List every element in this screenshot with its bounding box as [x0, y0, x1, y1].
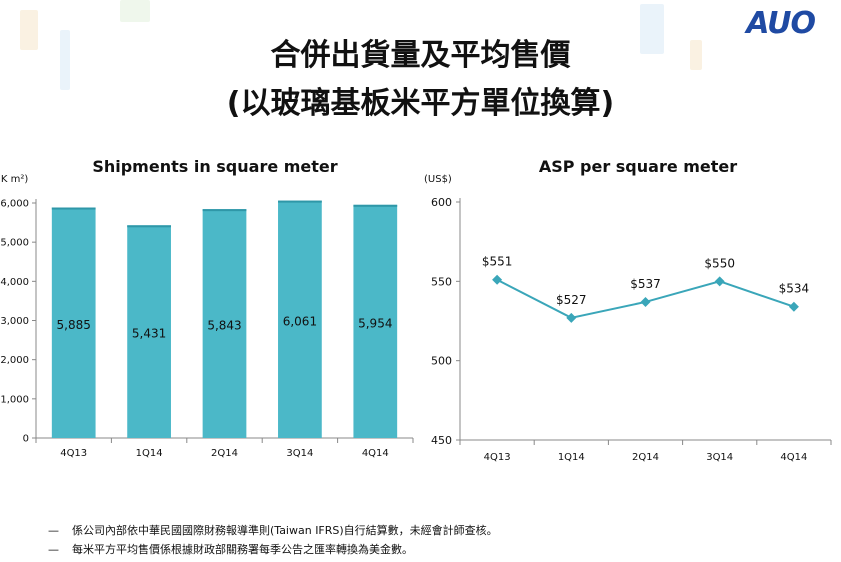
footnote-text: 係公司內部依中華民國國際財務報導準則(Taiwan IFRS)自行結算數，未經會…: [72, 524, 498, 537]
bar: [127, 225, 171, 438]
chart-title: Shipments in square meter: [92, 157, 337, 176]
asp-line-chart: ASP per square meter (US$) 450500550600 …: [424, 157, 832, 463]
bar-value-label: 5,431: [132, 327, 166, 341]
y-tick-label: 600: [431, 196, 452, 209]
y-unit-label: (US$): [424, 174, 452, 185]
x-tick-label: 3Q14: [706, 452, 733, 463]
y-tick-label: 4,000: [0, 277, 29, 288]
x-tick-label: 2Q14: [632, 452, 659, 463]
footnotes: — 係公司內部依中華民國國際財務報導準則(Taiwan IFRS)自行結算數，未經…: [48, 521, 498, 559]
y-unit-label: (K m²): [0, 174, 28, 185]
shipments-bar-chart: Shipments in square meter (K m²) 0 1,000 2…: [0, 157, 414, 459]
bar-top-edge: [278, 200, 322, 203]
company-logo: AUO: [746, 6, 816, 41]
decor-tile: [690, 40, 702, 70]
data-point: [788, 301, 799, 312]
bar-value-label: 5,954: [358, 316, 392, 330]
data-point: [714, 276, 725, 287]
data-label: $551: [482, 255, 513, 269]
y-tick-label: 550: [431, 275, 452, 288]
bar-value-label: 5,885: [57, 318, 91, 332]
y-tick-label: 0: [23, 434, 29, 445]
data-point: [566, 312, 577, 323]
x-tick-label: 3Q14: [286, 448, 313, 459]
note-marker: —: [48, 524, 59, 537]
footnote: — 每米平方平均售價係根據財政部關務署每季公告之匯率轉換為美金數。: [48, 540, 498, 559]
bar-top-edge: [127, 225, 171, 228]
bar-top-edge: [51, 207, 96, 210]
bar-top-edge: [202, 209, 247, 212]
x-tick-label: 4Q13: [60, 448, 87, 459]
page-subtitle: (以玻璃基板米平方單位換算): [226, 86, 615, 121]
decor-tile: [20, 10, 38, 50]
x-tick-label: 1Q14: [558, 452, 585, 463]
y-tick-label: 5,000: [0, 238, 29, 249]
y-tick-label: 1,000: [0, 394, 29, 405]
decor-tile: [640, 4, 664, 54]
x-tick-label: 4Q13: [484, 452, 511, 463]
data-label: $537: [630, 277, 661, 291]
data-point: [640, 296, 651, 307]
data-label: $550: [704, 256, 735, 270]
y-tick-label: 450: [431, 434, 452, 447]
y-tick-label: 3,000: [0, 316, 29, 327]
footnote: — 係公司內部依中華民國國際財務報導準則(Taiwan IFRS)自行結算數，未經…: [48, 521, 498, 540]
y-tick-label: 2,000: [0, 355, 29, 366]
y-tick-label: 500: [431, 355, 452, 368]
chart-title: ASP per square meter: [539, 157, 737, 176]
bar: [278, 200, 322, 438]
bar: [51, 207, 96, 438]
x-tick-label: 1Q14: [136, 448, 163, 459]
x-tick-label: 2Q14: [211, 448, 238, 459]
data-point: [492, 274, 503, 285]
footnote-text: 每米平方平均售價係根據財政部關務署每季公告之匯率轉換為美金數。: [72, 543, 413, 556]
x-tick-label: 4Q14: [780, 452, 807, 463]
x-tick-label: 4Q14: [362, 448, 389, 459]
page-title: 合併出貨量及平均售價: [270, 38, 571, 73]
data-label: $534: [779, 282, 810, 296]
y-tick-label: 6,000: [0, 199, 29, 210]
decor-tile: [120, 0, 150, 22]
bar: [353, 204, 398, 438]
decor-tile: [60, 30, 70, 90]
bar-value-label: 6,061: [283, 314, 317, 328]
bar: [202, 209, 247, 438]
data-label: $527: [556, 293, 587, 307]
bar-top-edge: [353, 204, 398, 207]
bar-value-label: 5,843: [207, 319, 241, 333]
note-marker: —: [48, 543, 59, 556]
